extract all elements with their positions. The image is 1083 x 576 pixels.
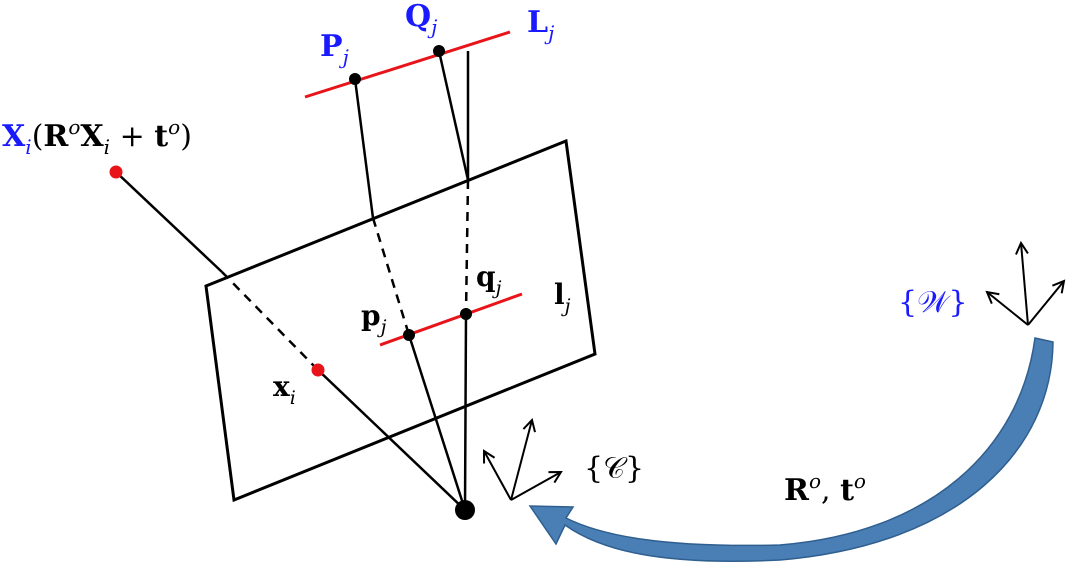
- label-p-image: pj: [361, 299, 387, 338]
- label-camera-frame: {𝒞}: [584, 451, 644, 486]
- world-frame-axes: [987, 243, 1064, 326]
- transform-arrow: [528, 337, 1054, 562]
- label-L: Lj: [527, 5, 554, 45]
- ray-q-dashed: [464, 179, 470, 315]
- label-Q: Qj: [405, 0, 437, 39]
- ray-p-dashed: [371, 217, 411, 336]
- point-q-image: [460, 308, 472, 320]
- line-L-3d: [304, 30, 511, 99]
- ray-x-inside: [317, 369, 466, 511]
- image-plane: [204, 138, 597, 503]
- line-l-image: [379, 292, 523, 347]
- label-P: Pj: [320, 29, 349, 69]
- label-X-with-transform: Xi(RoXi + to): [2, 115, 192, 159]
- ray-p-inside: [407, 334, 467, 511]
- label-transform: Ro, to: [784, 469, 866, 508]
- ray-q-inside: [463, 313, 468, 511]
- ray-p-outside: [353, 78, 375, 219]
- label-world-frame: {𝒲}: [898, 285, 968, 320]
- point-x-image: [311, 363, 325, 377]
- camera-center: [455, 500, 475, 520]
- ray-x-outside: [115, 171, 223, 273]
- ray-q-outside: [437, 50, 470, 181]
- point-P: [349, 73, 361, 85]
- ray-x-dashed: [221, 271, 319, 371]
- point-Q: [433, 45, 445, 57]
- label-q-image: qj: [476, 260, 502, 299]
- point-X: [109, 165, 123, 179]
- point-p-image: [403, 329, 415, 341]
- label-l-image: lj: [554, 278, 571, 317]
- label-x-image: xi: [273, 370, 296, 409]
- camera-frame-axes: [484, 420, 561, 501]
